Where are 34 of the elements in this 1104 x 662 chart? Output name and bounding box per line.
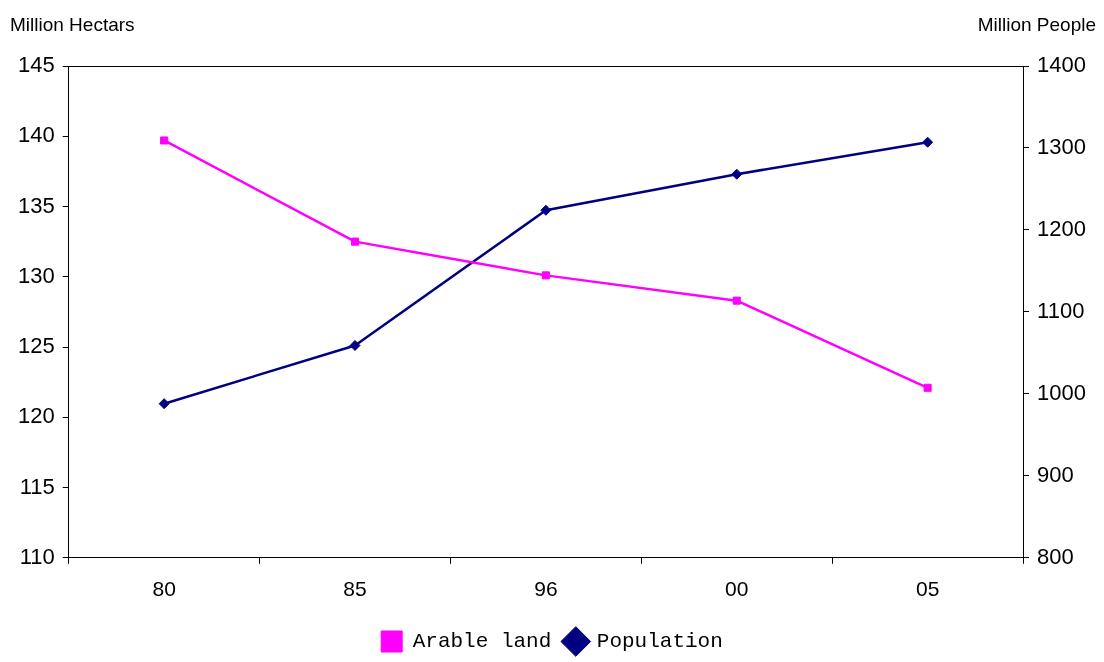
x-tick-label: 00 [725,577,749,601]
y-tick-label: 115 [19,473,55,499]
y2-tick-label: 1000 [1037,379,1087,405]
legend-label: Arable land [412,630,552,654]
y-tick-label: 145 [17,52,55,78]
point [732,296,741,305]
y-tick-label: 140 [17,122,55,148]
y2-tick-label: 900 [1037,461,1074,487]
x-tick-label: 05 [915,577,940,601]
y2-tick-label: 1200 [1037,216,1087,241]
point [160,136,169,145]
point [923,383,932,392]
point [731,168,743,180]
y2-tick-label: 1400 [1037,52,1087,78]
point [541,271,550,280]
x-tick-label: 85 [343,577,367,601]
y2-tick-label: 1300 [1037,134,1087,160]
y-tick-label: 125 [17,333,55,359]
y-tick-label: 135 [17,192,55,218]
point [922,136,934,148]
point [540,204,552,216]
point [350,237,360,246]
point [349,340,361,352]
legend-label: Population [596,630,723,654]
y-tick-label: 110 [19,543,55,569]
y2-tick-label: 800 [1037,543,1074,569]
y2-axis-title: Million People [977,14,1096,36]
x-tick-label: 96 [534,577,558,601]
y-axis-title: Million Hectars [10,14,135,36]
y-tick-label: 130 [17,262,55,288]
y-tick-label: 120 [17,403,55,429]
point [158,398,170,410]
y2-tick-label: 1100 [1037,297,1085,323]
x-tick-label: 80 [152,577,176,601]
